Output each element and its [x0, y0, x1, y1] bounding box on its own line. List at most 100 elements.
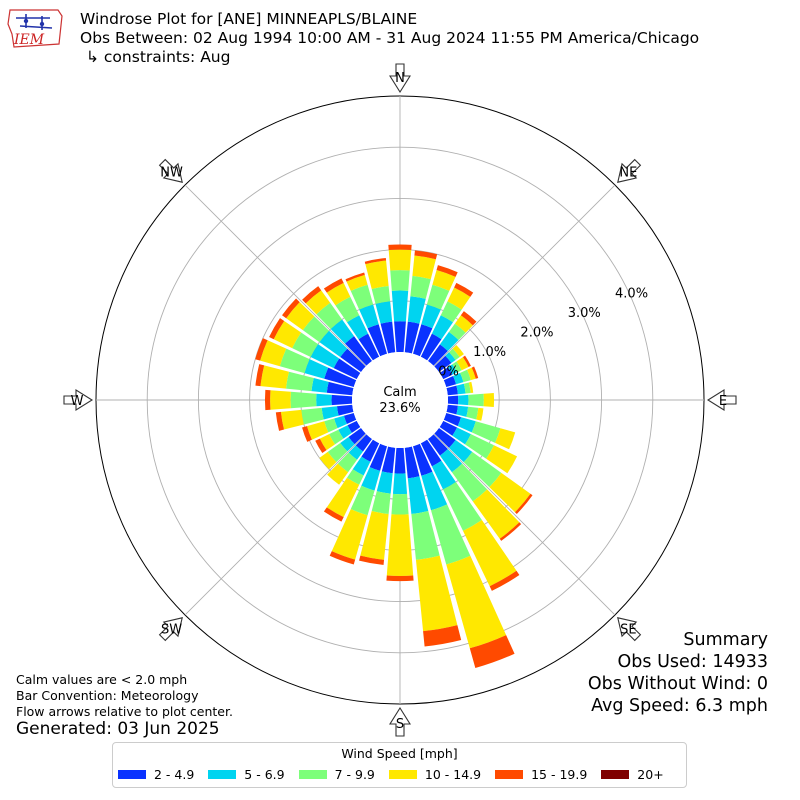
windrose-bar-segment [306, 421, 329, 440]
legend-label: 7 - 9.9 [334, 767, 375, 782]
windrose-bar-segment [394, 321, 406, 353]
windrose-bar-segment [452, 361, 462, 373]
windrose-bar-segment [454, 282, 474, 297]
windrose-bar-segment [321, 406, 339, 420]
windrose-bar-segment [412, 255, 436, 280]
windrose-bar-segment [327, 442, 348, 463]
windrose-bar-segment [486, 445, 518, 474]
logo-text: IEM [13, 32, 45, 48]
windrose-bar-segment [446, 555, 507, 649]
grid-spoke [433, 433, 616, 616]
direction-label-s: S [396, 717, 404, 732]
windrose-bar-segment [345, 336, 372, 366]
windrose-bar-segment [448, 364, 458, 375]
windrose-bar-segment [345, 272, 365, 282]
legend-swatch [495, 770, 524, 779]
radial-tick-label: 2.0% [520, 325, 553, 340]
windrose-bar-segment [352, 456, 371, 476]
windrose-bar-segment [380, 321, 396, 354]
windrose-bar-segment [392, 473, 408, 495]
flow-arrow-icon [389, 706, 411, 737]
windrose-bar-segment [428, 344, 448, 366]
windrose-bar-segment [404, 446, 420, 479]
legend-item: 7 - 9.9 [298, 767, 375, 782]
summary-obs-used: Obs Used: 14933 [617, 652, 769, 672]
windrose-bar-segment [472, 489, 520, 539]
windrose-bar-segment [358, 333, 380, 361]
windrose-bar-segment [489, 570, 520, 591]
windrose-bar-segment [471, 366, 479, 379]
windrose-bar-segment [415, 555, 458, 632]
windrose-bar-segment [286, 371, 314, 392]
windrose-bar-segment [337, 452, 358, 473]
windrose-bar-segment [305, 290, 331, 315]
windrose-bar-segment [390, 270, 410, 291]
grid-spoke [433, 184, 616, 367]
windrose-bar-segment [316, 393, 332, 407]
windrose-bars [255, 244, 533, 669]
windrose-bar-segment [453, 372, 464, 385]
windrose-bar-segment [275, 411, 285, 431]
windrose-bar-segment [457, 417, 476, 433]
windrose-bar-segment [445, 352, 456, 364]
flow-arrow-icon [158, 617, 183, 642]
legend-items: 2 - 4.9 5 - 6.9 7 - 9.9 10 - 14.9 15 - 19.9 2… [118, 767, 678, 782]
windrose-bar-segment [329, 429, 344, 445]
windrose-bar-segment [270, 390, 291, 410]
legend-label: 2 - 4.9 [154, 767, 195, 782]
direction-label-ne: NE [619, 166, 637, 181]
windrose-bar-segment [331, 509, 368, 560]
flow-arrow-icon [617, 617, 642, 642]
direction-label-se: SE [620, 622, 636, 637]
windrose-bar-segment [483, 392, 495, 408]
windrose-bar-segment [456, 405, 469, 417]
windrose-bar-segment [381, 446, 396, 474]
windrose-bar-segment [460, 369, 471, 383]
windrose-bar-segment [329, 551, 356, 565]
legend-item: 20+ [601, 767, 664, 782]
windrose-bar-segment [514, 493, 533, 514]
windrose-bar-segment [319, 434, 335, 451]
windrose-bar-segment [346, 274, 368, 291]
windrose-bar-segment [407, 476, 429, 514]
windrose-bar-segment [376, 471, 393, 494]
windrose-bar-segment [456, 357, 469, 371]
windrose-bar-segment [410, 275, 431, 299]
legend-swatch [208, 770, 237, 779]
windrose-bar-segment [462, 355, 471, 367]
windrose-bar-segment [359, 304, 379, 329]
legend-swatch [298, 770, 327, 779]
windrose-bar-segment [301, 407, 324, 425]
windrose-bar-segment [340, 436, 355, 452]
windrose-bar-segment [443, 481, 482, 531]
windrose-bar-segment [282, 298, 300, 319]
windrose-bar-segment [431, 504, 471, 565]
windrose-bar-segment [432, 269, 456, 291]
title-line-1: Windrose Plot for [ANE] MINNEAPLS/BLAINE [80, 10, 418, 28]
windrose-bar-segment [471, 421, 501, 443]
legend-title: Wind Speed [mph] [341, 746, 458, 761]
windrose-bar-segment [302, 426, 312, 442]
windrose-bar-segment [361, 439, 380, 462]
flow-arrow-icon [158, 158, 183, 183]
windrose-bar-segment [324, 367, 357, 388]
windrose-bar-segment [451, 463, 488, 502]
windrose-bar-segment [346, 469, 364, 485]
windrose-bar-segment [371, 491, 391, 514]
windrose-bar-segment [273, 321, 302, 349]
windrose-bar-segment [369, 443, 388, 471]
legend-label: 20+ [637, 767, 664, 782]
footnote-flow-arrows: Flow arrows relative to plot center. [16, 704, 233, 719]
flow-arrow-icon [617, 158, 642, 183]
windrose-bar-segment [304, 359, 329, 379]
windrose-bar-segment [468, 393, 484, 407]
windrose-bar-segment [323, 278, 344, 293]
windrose-bar-segment [323, 507, 344, 522]
windrose-bar-segment [326, 477, 360, 518]
windrose-bar-segment [316, 302, 343, 330]
windrose-bar-segment [431, 460, 456, 490]
windrose-bar-segment [365, 260, 389, 289]
radial-tick-label: 3.0% [568, 306, 601, 321]
windrose-bar-segment [443, 412, 461, 427]
windrose-bar-segment [361, 467, 381, 491]
